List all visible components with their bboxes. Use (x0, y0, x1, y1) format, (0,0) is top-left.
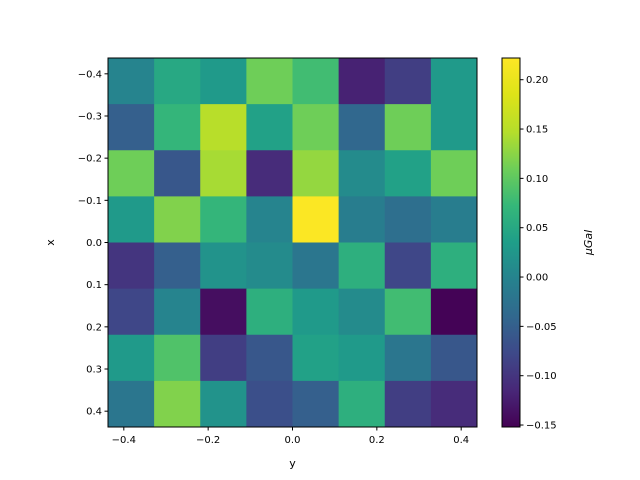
heatmap-cell (108, 288, 155, 336)
heatmap-cell (200, 334, 247, 382)
heatmap-cell (200, 196, 247, 244)
x-tick-label: 0.0 (285, 435, 301, 446)
heatmap-cell (384, 242, 432, 290)
heatmap-cell (154, 242, 201, 290)
heatmap-cell (246, 58, 294, 105)
heatmap-cell (246, 196, 294, 244)
colorbar-tick-label: −0.10 (526, 371, 557, 382)
heatmap-cell (292, 334, 340, 382)
heatmap-cell (292, 150, 340, 197)
heatmap-cell (430, 150, 478, 197)
heatmap-cell (108, 104, 155, 151)
heatmap-cell (292, 380, 340, 428)
heatmap-cell (384, 288, 432, 336)
heatmap-cell (154, 58, 201, 105)
heatmap-cell (338, 104, 386, 151)
x-tick-label: 0.2 (369, 435, 385, 446)
x-tick-label: −0.4 (112, 435, 136, 446)
y-tick-label: 0.0 (86, 238, 102, 249)
heatmap-cell (200, 150, 247, 197)
heatmap-cell (200, 242, 247, 290)
y-tick-label: −0.2 (78, 154, 102, 165)
heatmap-cell (384, 104, 432, 151)
colorbar-tick-label: −0.15 (526, 421, 557, 432)
heatmap-cell (108, 380, 155, 428)
heatmap-cell (338, 288, 386, 336)
heatmap-cell (200, 104, 247, 151)
heatmap-cell (200, 380, 247, 428)
heatmap-cell (154, 196, 201, 244)
heatmap-cell (200, 58, 247, 105)
heatmap-cell (430, 380, 478, 428)
heatmap-cell (430, 242, 478, 290)
heatmap-cell (108, 58, 155, 105)
heatmap-cell (292, 58, 340, 105)
heatmap-cell (246, 150, 294, 197)
heatmap-cell (338, 242, 386, 290)
y-tick-label: −0.3 (78, 111, 102, 122)
heatmap-cell (384, 58, 432, 105)
heatmap-cell (430, 104, 478, 151)
y-tick-label: 0.1 (86, 280, 102, 291)
heatmap-cell (384, 150, 432, 197)
y-axis-ticks: −0.4 −0.3 −0.2 −0.1 0.0 0.1 0.2 0.3 0.4 (78, 69, 108, 418)
heatmap-cell (154, 150, 201, 197)
heatmap-cell (108, 334, 155, 382)
y-axis-label: x (44, 239, 57, 246)
heatmap-cell (384, 380, 432, 428)
heatmap-cell (430, 58, 478, 105)
heatmap-cell (292, 104, 340, 151)
heatmap-cell (292, 288, 340, 336)
colorbar-tick-label: 0.20 (526, 75, 548, 86)
heatmap-cell (246, 242, 294, 290)
heatmap-cell (430, 334, 478, 382)
heatmap-cell (384, 196, 432, 244)
heatmap-cell (338, 150, 386, 197)
colorbar-label: μGal (582, 230, 595, 256)
heatmap-cell (108, 196, 155, 244)
y-tick-label: 0.3 (86, 365, 102, 376)
heatmap-cell (154, 380, 201, 428)
colorbar-ticks: −0.15 −0.10 −0.05 0.00 0.05 0.10 0.15 0.20 (520, 75, 557, 432)
heatmap-cell (246, 334, 294, 382)
heatmap-cell (246, 288, 294, 336)
heatmap-cell (246, 380, 294, 428)
heatmap-cell (108, 150, 155, 197)
heatmap-cell (384, 334, 432, 382)
colorbar-tick-label: 0.05 (526, 223, 548, 234)
heatmap-cell (154, 104, 201, 151)
heatmap-cell (338, 334, 386, 382)
y-tick-label: 0.2 (86, 322, 102, 333)
x-tick-label: −0.2 (196, 435, 220, 446)
colorbar (501, 57, 521, 428)
x-tick-label: 0.4 (453, 435, 469, 446)
colorbar-tick-label: −0.05 (526, 322, 557, 333)
y-tick-label: −0.1 (78, 196, 102, 207)
heatmap-cell (200, 288, 247, 336)
heatmap-cell (338, 58, 386, 105)
y-tick-label: 0.4 (86, 407, 102, 418)
colorbar-tick-label: 0.00 (526, 273, 548, 284)
heatmap-cell (430, 196, 478, 244)
heatmap-cell (338, 380, 386, 428)
heatmap-cell (154, 334, 201, 382)
colorbar-tick-label: 0.15 (526, 125, 548, 136)
heatmap-cell (292, 242, 340, 290)
heatmap-cell (430, 288, 478, 336)
x-axis-label: y (289, 457, 296, 470)
heatmap-cell (292, 196, 340, 244)
heatmap-cell (338, 196, 386, 244)
heatmap-cell (154, 288, 201, 336)
heatmap-cell (246, 104, 294, 151)
y-tick-label: −0.4 (78, 69, 102, 80)
colorbar-tick-label: 0.10 (526, 174, 548, 185)
heatmap-cells (108, 58, 478, 428)
heatmap-cell (108, 242, 155, 290)
x-axis-ticks: −0.4 −0.2 0.0 0.2 0.4 (112, 427, 469, 446)
